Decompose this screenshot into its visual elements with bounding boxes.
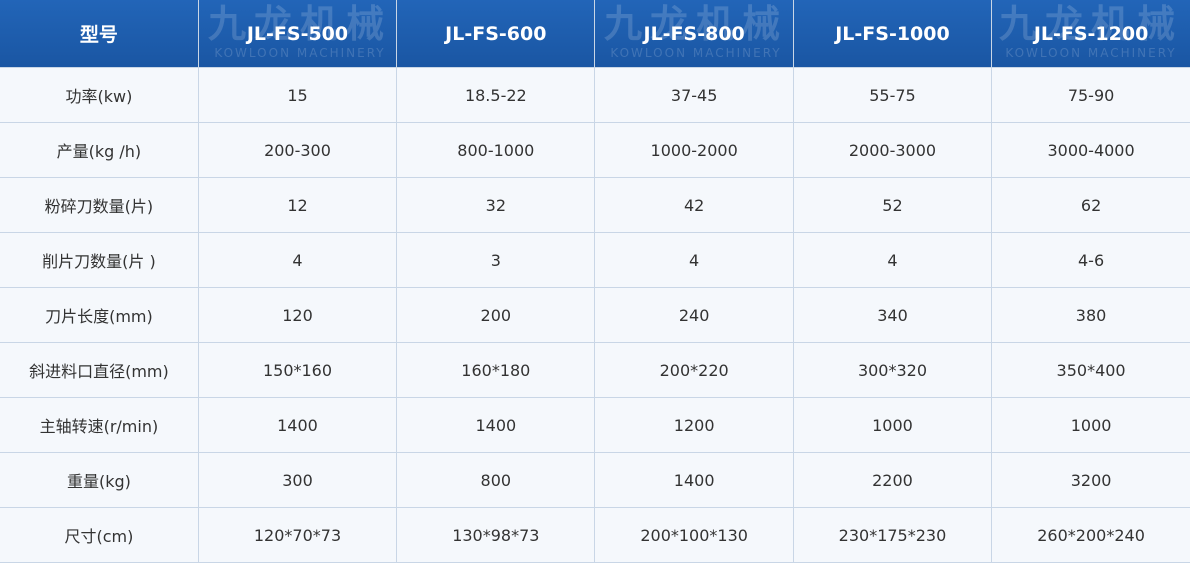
- row-label: 产量(kg /h): [0, 122, 199, 178]
- cell: 75-90: [991, 67, 1190, 123]
- table-row: 斜进料口直径(mm) 150*160 160*180 200*220 300*320 35…: [0, 342, 1190, 398]
- cell: 130*98*73: [396, 507, 596, 563]
- cell: 62: [991, 177, 1190, 233]
- cell: 1200: [594, 397, 794, 453]
- column-header: JL-FS-500: [197, 0, 398, 68]
- cell: 1400: [594, 452, 794, 508]
- cell: 3000-4000: [991, 122, 1190, 178]
- row-label: 削片刀数量(片 ): [0, 232, 199, 288]
- cell: 55-75: [792, 67, 993, 123]
- table-row: 削片刀数量(片 ) 4 3 4 4 4-6: [0, 232, 1190, 288]
- cell: 120: [197, 287, 398, 343]
- row-label: 粉碎刀数量(片): [0, 177, 199, 233]
- cell: 1400: [197, 397, 398, 453]
- cell: 800-1000: [396, 122, 596, 178]
- column-header: JL-FS-800: [594, 0, 794, 68]
- cell: 1000-2000: [594, 122, 794, 178]
- cell: 4: [594, 232, 794, 288]
- cell: 2200: [792, 452, 993, 508]
- header-row: 型号 JL-FS-500 JL-FS-600 JL-FS-800 JL-FS-1000 J…: [0, 0, 1190, 68]
- cell: 260*200*240: [991, 507, 1190, 563]
- cell: 200*220: [594, 342, 794, 398]
- table-body: 功率(kw) 15 18.5-22 37-45 55-75 75-90 产量(kg /h) 2…: [0, 67, 1190, 563]
- cell: 160*180: [396, 342, 596, 398]
- cell: 4: [792, 232, 993, 288]
- cell: 230*175*230: [792, 507, 993, 563]
- table-row: 产量(kg /h) 200-300 800-1000 1000-2000 2000-30…: [0, 122, 1190, 178]
- row-label: 主轴转速(r/min): [0, 397, 199, 453]
- row-label: 功率(kw): [0, 67, 199, 123]
- cell: 42: [594, 177, 794, 233]
- cell: 800: [396, 452, 596, 508]
- cell: 240: [594, 287, 794, 343]
- cell: 18.5-22: [396, 67, 596, 123]
- cell: 4: [197, 232, 398, 288]
- cell: 1400: [396, 397, 596, 453]
- cell: 2000-3000: [792, 122, 993, 178]
- table-row: 功率(kw) 15 18.5-22 37-45 55-75 75-90: [0, 67, 1190, 123]
- cell: 32: [396, 177, 596, 233]
- cell: 200-300: [197, 122, 398, 178]
- row-label: 重量(kg): [0, 452, 199, 508]
- row-label: 尺寸(cm): [0, 507, 199, 563]
- cell: 380: [991, 287, 1190, 343]
- cell: 350*400: [991, 342, 1190, 398]
- column-header: JL-FS-600: [396, 0, 596, 68]
- column-header: JL-FS-1000: [792, 0, 993, 68]
- table-row: 重量(kg) 300 800 1400 2200 3200: [0, 452, 1190, 508]
- cell: 300: [197, 452, 398, 508]
- cell: 3200: [991, 452, 1190, 508]
- table-row: 主轴转速(r/min) 1400 1400 1200 1000 1000: [0, 397, 1190, 453]
- table-row: 刀片长度(mm) 120 200 240 340 380: [0, 287, 1190, 343]
- cell: 52: [792, 177, 993, 233]
- cell: 1000: [991, 397, 1190, 453]
- row-label: 刀片长度(mm): [0, 287, 199, 343]
- cell: 1000: [792, 397, 993, 453]
- table-row: 尺寸(cm) 120*70*73 130*98*73 200*100*130 230*1…: [0, 507, 1190, 563]
- cell: 3: [396, 232, 596, 288]
- table-row: 粉碎刀数量(片) 12 32 42 52 62: [0, 177, 1190, 233]
- row-label: 斜进料口直径(mm): [0, 342, 199, 398]
- column-header: JL-FS-1200: [991, 0, 1190, 68]
- cell: 300*320: [792, 342, 993, 398]
- cell: 37-45: [594, 67, 794, 123]
- cell: 120*70*73: [197, 507, 398, 563]
- cell: 4-6: [991, 232, 1190, 288]
- cell: 200*100*130: [594, 507, 794, 563]
- cell: 12: [197, 177, 398, 233]
- cell: 340: [792, 287, 993, 343]
- cell: 200: [396, 287, 596, 343]
- cell: 15: [197, 67, 398, 123]
- row-header-title: 型号: [0, 0, 199, 68]
- cell: 150*160: [197, 342, 398, 398]
